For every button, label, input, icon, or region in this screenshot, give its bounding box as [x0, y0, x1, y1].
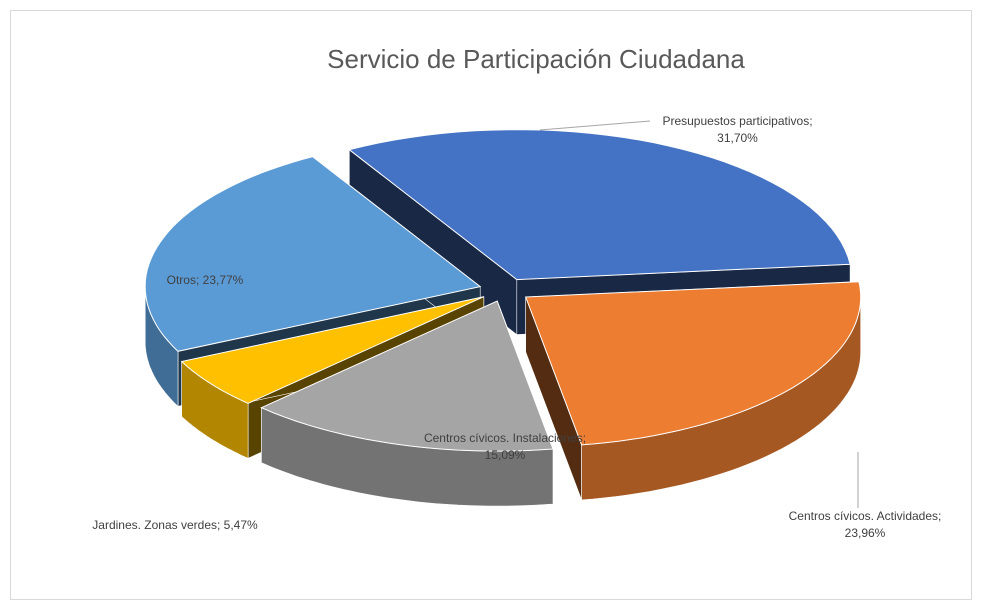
pie-slice — [348, 129, 851, 281]
data-label: Centros cívicos. Actividades; 23,96% — [788, 509, 942, 540]
chart-title: Servicio de Participación Ciudadana — [327, 44, 745, 74]
data-label: Jardines. Zonas verdes; 5,47% — [92, 518, 258, 532]
leader-line — [539, 120, 651, 131]
pie-slice — [260, 300, 554, 452]
data-label: Otros; 23,77% — [166, 273, 244, 287]
data-label: Presupuestos participativos; 31,70% — [662, 114, 813, 145]
pie-slice — [180, 296, 485, 404]
pie-slice — [144, 156, 482, 352]
pie-slice — [524, 281, 862, 446]
data-label: Centros cívicos. Instalaciones; 15,09% — [423, 431, 587, 462]
